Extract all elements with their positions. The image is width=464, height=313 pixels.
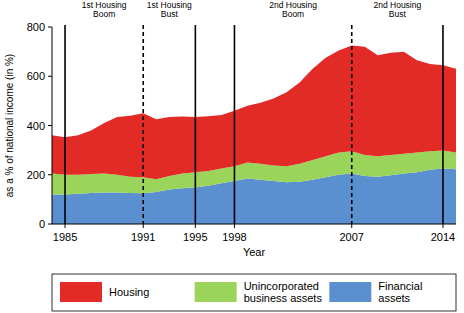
legend-label-line: assets: [378, 292, 410, 304]
x-tick: [195, 224, 196, 228]
y-tick-label: 400: [27, 120, 45, 132]
legend-label-line: Financial: [378, 280, 422, 292]
x-tick-label: 1998: [222, 231, 246, 243]
x-tick: [351, 224, 352, 228]
vline: [351, 25, 353, 224]
vline: [442, 25, 444, 224]
y-tick: [48, 125, 52, 126]
annotation: Boom: [282, 9, 304, 19]
area: [52, 45, 456, 179]
x-tick-label: 2007: [339, 231, 363, 243]
legend-label-line: Housing: [109, 286, 149, 298]
legend-label-line: business assets: [244, 292, 323, 304]
x-tick: [442, 224, 443, 228]
legend-label: Unincorporatedbusiness assets: [244, 280, 323, 304]
y-tick-label: 0: [39, 218, 45, 230]
y-tick-label: 800: [27, 21, 45, 33]
legend-swatch: [60, 282, 102, 302]
x-tick-label: 2014: [431, 231, 455, 243]
x-axis-label: Year: [243, 246, 266, 258]
x-tick-label: 1995: [183, 231, 207, 243]
legend-label: Financialassets: [378, 280, 422, 304]
legend-label: Housing: [109, 286, 149, 298]
x-tick: [234, 224, 235, 228]
y-axis-label: as a % of national income (in %): [4, 54, 15, 197]
y-tick-label: 200: [27, 169, 45, 181]
plot-area: [52, 45, 456, 224]
x-tick: [143, 224, 144, 228]
x-axis: [52, 224, 456, 225]
vline: [142, 25, 144, 224]
y-tick: [48, 76, 52, 77]
annotation: Bust: [389, 9, 407, 19]
y-tick-label: 600: [27, 70, 45, 82]
x-tick: [65, 224, 66, 228]
annotation: Bust: [161, 9, 179, 19]
chart: 1st HousingBoom1st HousingBust2nd Housin…: [0, 0, 464, 313]
annotation: Boom: [93, 9, 115, 19]
vline: [195, 25, 197, 224]
y-tick: [48, 224, 52, 225]
x-tick-label: 1991: [131, 231, 155, 243]
vline: [234, 25, 236, 224]
y-tick: [48, 27, 52, 28]
legend-label-line: Unincorporated: [244, 280, 319, 292]
legend-swatch: [329, 282, 371, 302]
vline: [64, 25, 66, 224]
legend-swatch: [195, 282, 237, 302]
x-tick-label: 1985: [53, 231, 77, 243]
y-tick: [48, 174, 52, 175]
legend: [52, 274, 456, 311]
